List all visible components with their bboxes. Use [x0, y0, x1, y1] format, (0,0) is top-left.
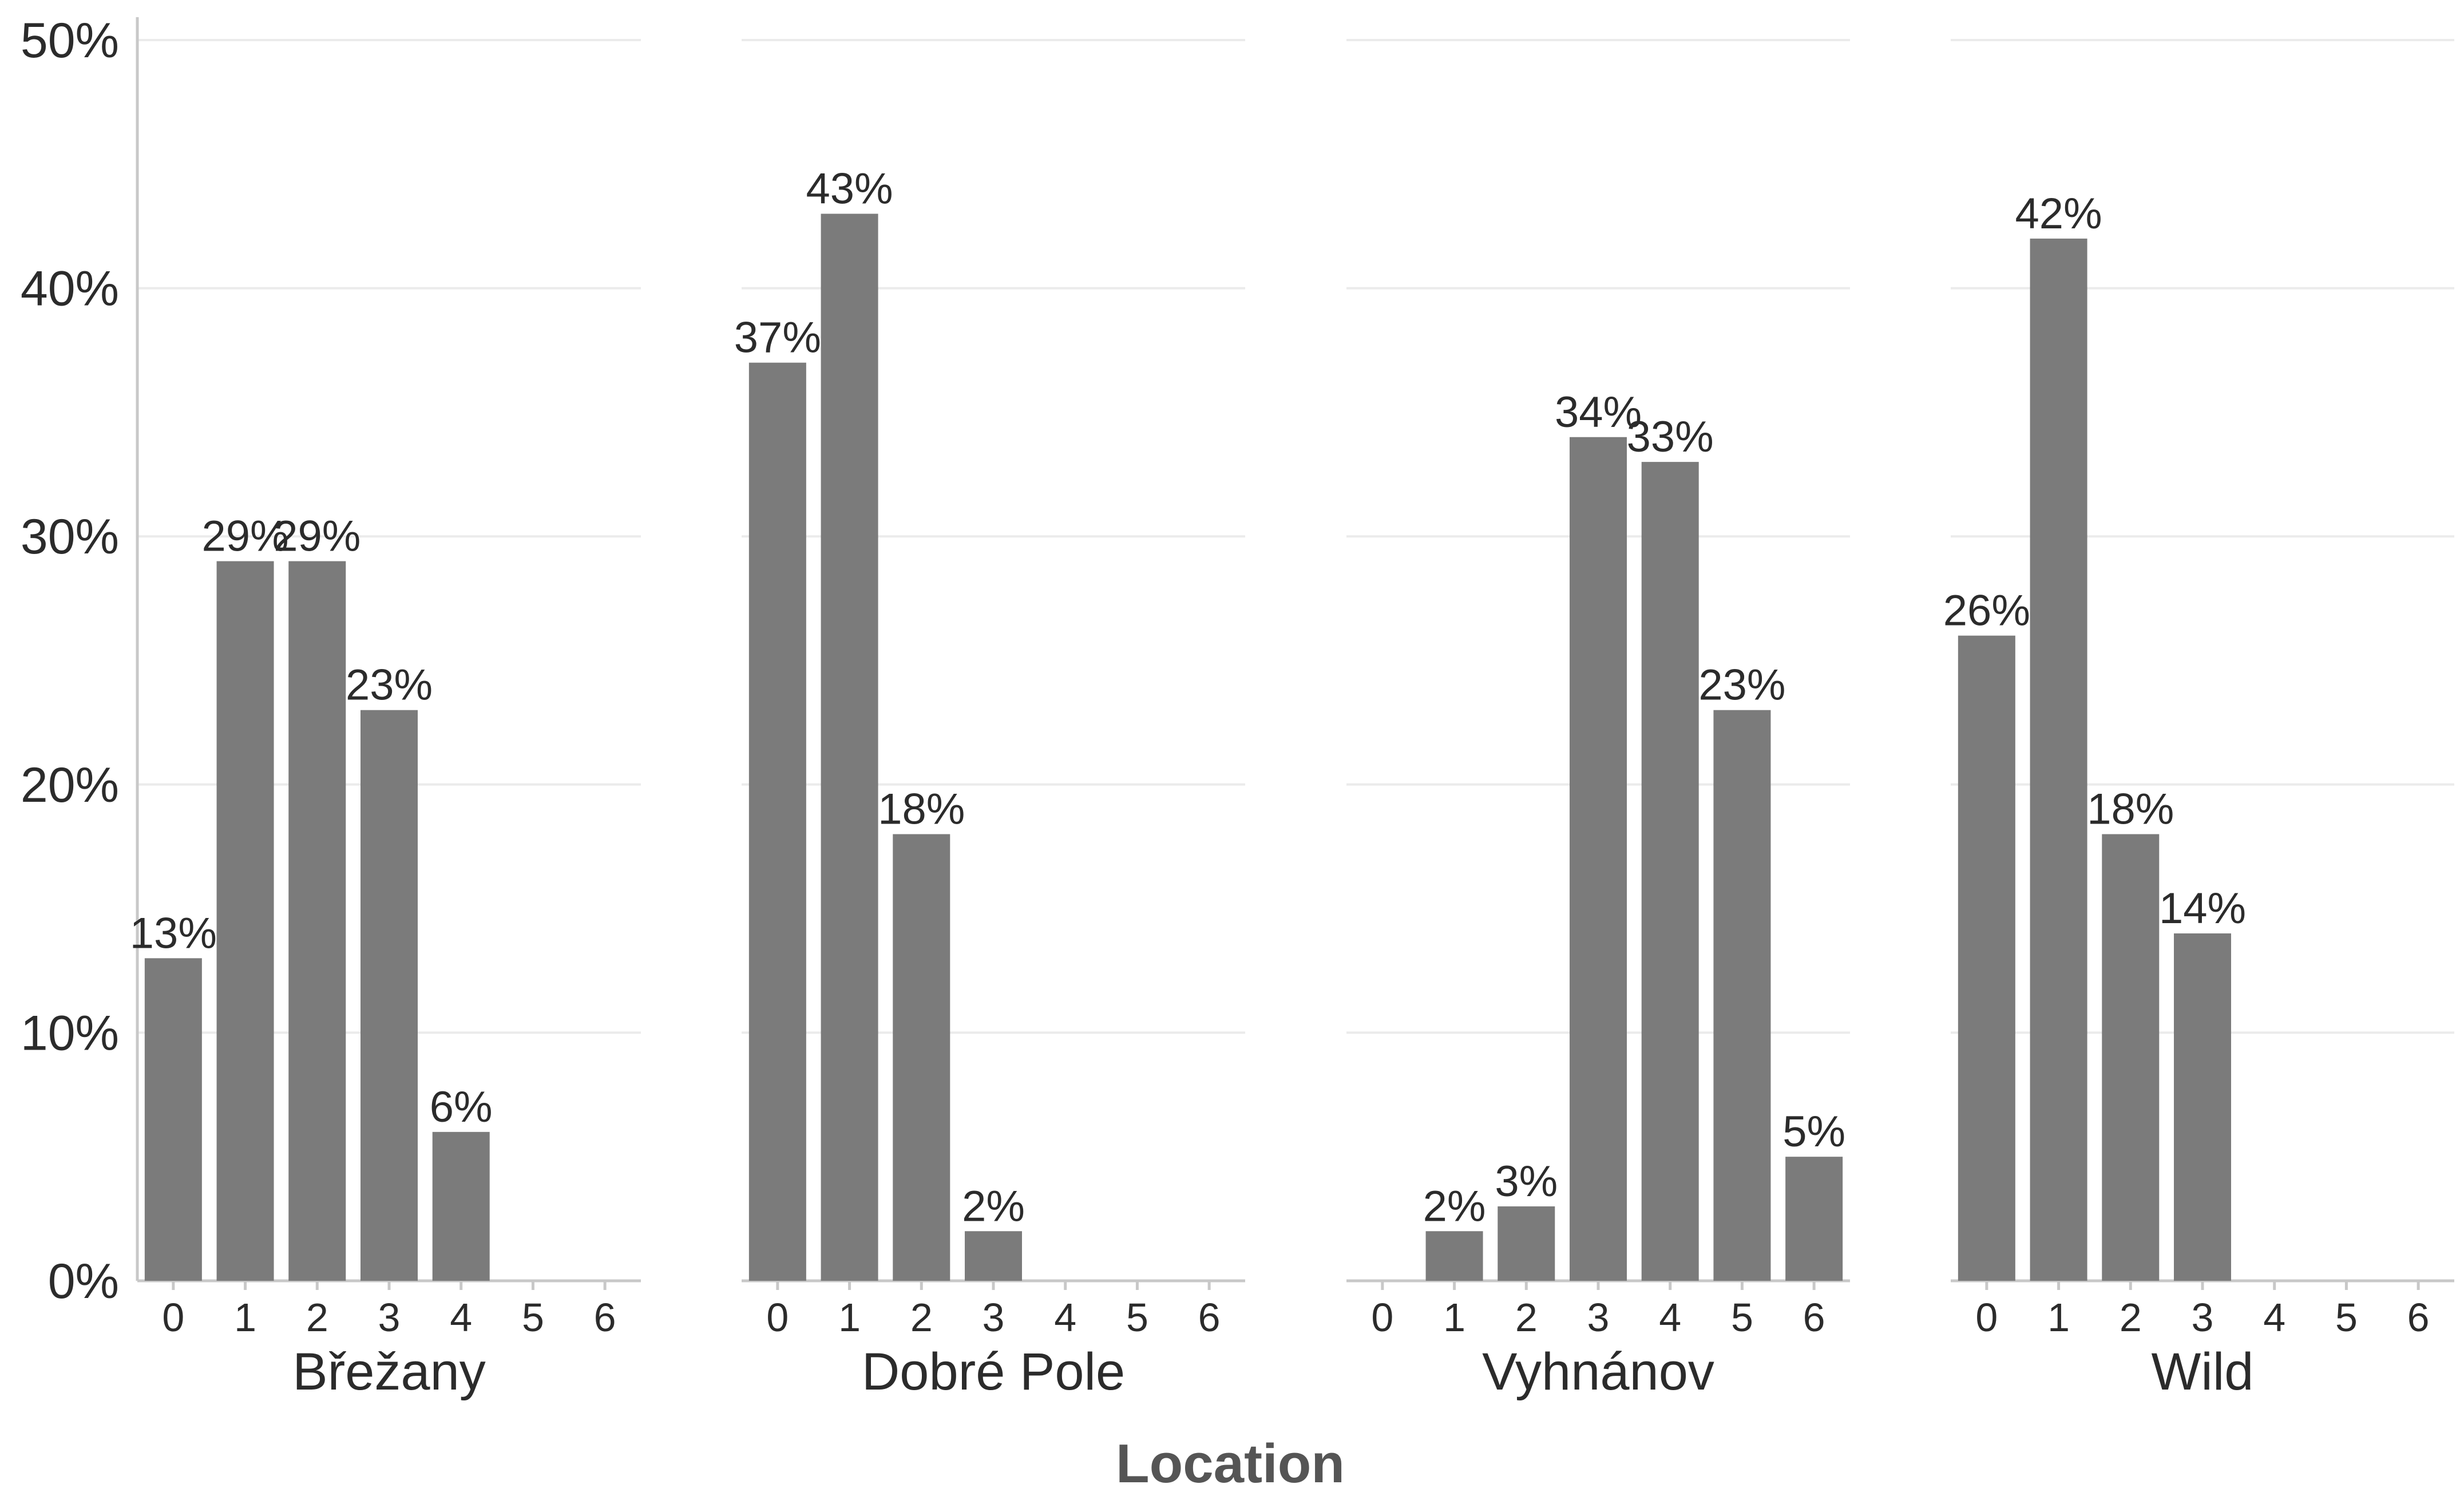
y-tick-label: 30% [21, 509, 119, 564]
x-tick-label: 0 [1371, 1295, 1393, 1340]
y-tick-label: 40% [21, 262, 119, 316]
data-label: 5% [1782, 1107, 1845, 1156]
bar [1425, 1231, 1483, 1281]
x-tick-label: 1 [1443, 1295, 1465, 1340]
bar [965, 1231, 1022, 1281]
x-tick-label: 2 [910, 1295, 933, 1340]
data-label: 18% [878, 785, 965, 834]
labels: 0%10%20%30%40%50%013%129%229%323%46%5 6Bř… [21, 13, 2430, 1401]
y-tick-label: 10% [21, 1006, 119, 1060]
x-tick-label: 6 [1803, 1295, 1825, 1340]
x-tick-label: 5 [522, 1295, 544, 1340]
data-label: 29% [202, 512, 289, 561]
data-label: 23% [1698, 661, 1785, 710]
x-tick-label: 4 [1054, 1295, 1076, 1340]
x-tick-label: 3 [2192, 1295, 2214, 1340]
x-tick-label: 3 [1587, 1295, 1610, 1340]
x-tick-label: 6 [594, 1295, 616, 1340]
bar [1713, 710, 1771, 1281]
data-label: 42% [2015, 189, 2102, 238]
bar [1785, 1157, 1843, 1281]
x-tick-label: 4 [450, 1295, 472, 1340]
data-label: 26% [1943, 587, 2030, 635]
x-tick-label: 1 [234, 1295, 256, 1340]
data-label: 14% [2159, 884, 2246, 933]
bar [216, 561, 274, 1281]
bar [2102, 834, 2160, 1281]
data-label: 2% [962, 1182, 1025, 1230]
x-tick-label: 1 [2047, 1295, 2070, 1340]
facet-label: Vyhnánov [1482, 1343, 1714, 1401]
x-tick-label: 0 [766, 1295, 789, 1340]
x-tick-label: 0 [162, 1295, 184, 1340]
x-tick-label: 3 [983, 1295, 1005, 1340]
x-tick-label: 2 [306, 1295, 328, 1340]
bar [144, 958, 202, 1281]
bar [821, 213, 878, 1281]
bars [144, 213, 2231, 1281]
x-tick-label: 4 [1659, 1295, 1681, 1340]
x-tick-label: 6 [2407, 1295, 2430, 1340]
facet-label: Břežany [292, 1343, 486, 1401]
y-tick-label: 0% [48, 1254, 119, 1309]
data-label: 13% [130, 909, 217, 957]
x-tick-label: 4 [2263, 1295, 2285, 1340]
x-tick-label: 5 [2335, 1295, 2358, 1340]
bar [1958, 635, 2015, 1281]
y-tick-label: 20% [21, 758, 119, 813]
bar [893, 834, 950, 1281]
y-tick-label: 50% [21, 13, 119, 68]
bar [1641, 462, 1699, 1281]
x-tick-label: 2 [1515, 1295, 1538, 1340]
data-label: 34% [1555, 388, 1642, 437]
bar [748, 362, 806, 1281]
bar [288, 561, 346, 1281]
bar [1570, 437, 1627, 1281]
bar [432, 1131, 490, 1281]
facet-label: Wild [2152, 1343, 2254, 1401]
bar [2174, 933, 2231, 1281]
x-tick-label: 0 [1975, 1295, 1998, 1340]
data-label: 37% [734, 314, 821, 362]
x-tick-label: 6 [1198, 1295, 1221, 1340]
x-tick-label: 3 [378, 1295, 401, 1340]
x-axis-title: Location [1116, 1433, 1345, 1494]
x-tick-label: 2 [2120, 1295, 2142, 1340]
data-label: 29% [274, 512, 361, 561]
x-tick-label: 1 [838, 1295, 861, 1340]
data-label: 18% [2087, 785, 2174, 834]
data-label: 2% [1423, 1182, 1486, 1230]
facet-label: Dobré Pole [862, 1343, 1125, 1401]
data-label: 3% [1495, 1157, 1558, 1206]
x-tick-label: 5 [1731, 1295, 1753, 1340]
bar [1498, 1206, 1555, 1281]
data-label: 6% [430, 1083, 493, 1131]
bar [361, 710, 418, 1281]
bar [2030, 238, 2087, 1281]
x-tick-label: 5 [1126, 1295, 1148, 1340]
data-label: 23% [346, 661, 433, 710]
data-label: 33% [1627, 413, 1714, 461]
data-label: 43% [806, 165, 893, 213]
